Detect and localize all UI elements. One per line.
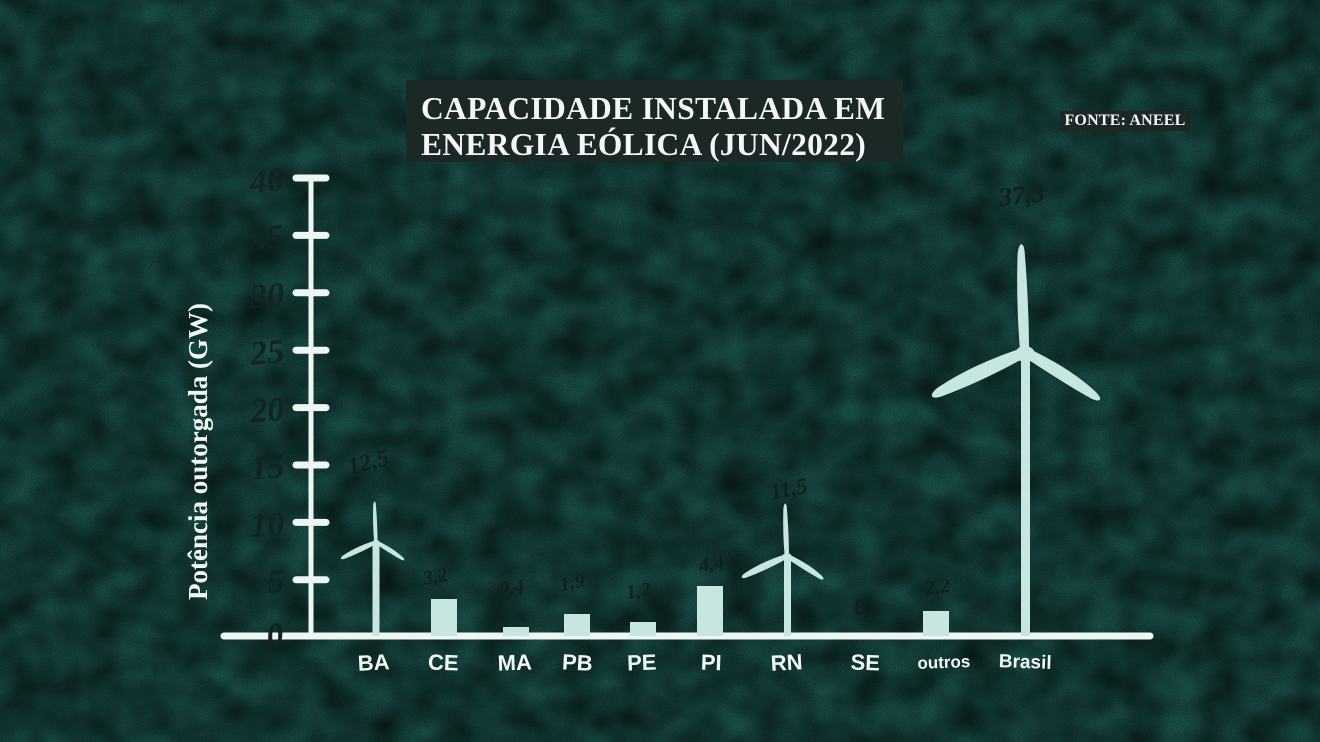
svg-text:30: 30: [248, 276, 286, 316]
svg-text:12,5: 12,5: [345, 445, 392, 481]
svg-text:15: 15: [249, 448, 285, 487]
svg-text:11,5: 11,5: [768, 473, 810, 505]
svg-text:BA: BA: [357, 649, 390, 676]
svg-text:37,3: 37,3: [997, 178, 1046, 212]
svg-text:0: 0: [852, 594, 866, 620]
svg-text:20: 20: [248, 391, 285, 430]
svg-text:outros: outros: [917, 652, 971, 673]
svg-text:SE: SE: [850, 649, 880, 675]
svg-text:5: 5: [267, 563, 286, 601]
svg-text:25: 25: [248, 333, 286, 373]
svg-text:CE: CE: [428, 649, 459, 675]
svg-text:1,2: 1,2: [625, 579, 653, 604]
svg-text:1,9: 1,9: [558, 570, 586, 596]
svg-text:2,2: 2,2: [923, 575, 952, 600]
svg-text:MA: MA: [497, 649, 532, 675]
svg-text:0,4: 0,4: [498, 576, 526, 601]
svg-text:PI: PI: [700, 650, 722, 676]
svg-text:0: 0: [264, 616, 286, 655]
svg-text:PE: PE: [627, 649, 657, 675]
svg-text:Brasil: Brasil: [998, 651, 1052, 674]
svg-text:Potência outorgada (GW): Potência outorgada (GW): [183, 303, 213, 600]
svg-text:PB: PB: [561, 649, 593, 676]
svg-text:40: 40: [247, 161, 286, 201]
svg-text:4,4: 4,4: [697, 552, 726, 577]
svg-text:35: 35: [247, 218, 286, 258]
svg-text:3,2: 3,2: [420, 564, 449, 590]
svg-text:10: 10: [250, 506, 286, 545]
svg-text:RN: RN: [770, 649, 803, 676]
